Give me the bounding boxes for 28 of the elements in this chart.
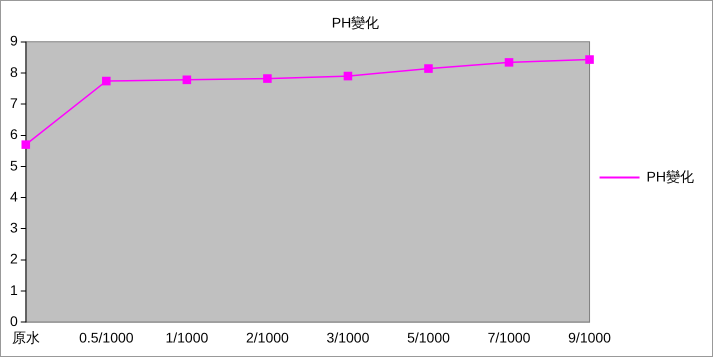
y-tick-label: 3 bbox=[10, 220, 18, 236]
x-tick-label: 3/1000 bbox=[326, 329, 370, 346]
x-tick-label: 9/1000 bbox=[568, 329, 612, 346]
point bbox=[182, 76, 192, 84]
x-tick-label: 0.5/1000 bbox=[79, 329, 134, 346]
y-tick-label: 8 bbox=[10, 64, 18, 80]
y-tick-label: 5 bbox=[10, 157, 18, 174]
y-tick-label: 7 bbox=[10, 94, 18, 111]
point bbox=[263, 74, 272, 83]
point bbox=[344, 72, 352, 80]
x-tick-label: 1/1000 bbox=[165, 329, 208, 346]
y-tick-label: 1 bbox=[10, 282, 18, 298]
point bbox=[424, 64, 433, 73]
chart-title: PH變化 bbox=[332, 14, 380, 30]
x-tick-label: 2/1000 bbox=[246, 329, 290, 346]
y-tick-label: 2 bbox=[10, 250, 18, 267]
y-tick-label: 6 bbox=[10, 126, 18, 142]
y-tick-label: 4 bbox=[10, 188, 18, 204]
x-tick-label: 7/1000 bbox=[488, 329, 531, 346]
y-tick-label: 9 bbox=[10, 32, 18, 49]
legend-label: PH變化 bbox=[646, 168, 694, 184]
x-tick-label: 5/1000 bbox=[407, 329, 450, 346]
point bbox=[22, 140, 30, 149]
point bbox=[585, 55, 594, 64]
point bbox=[102, 76, 111, 86]
x-tick-label: 原水 bbox=[12, 329, 40, 346]
point bbox=[504, 58, 514, 67]
y-tick-label: 0 bbox=[10, 313, 18, 330]
